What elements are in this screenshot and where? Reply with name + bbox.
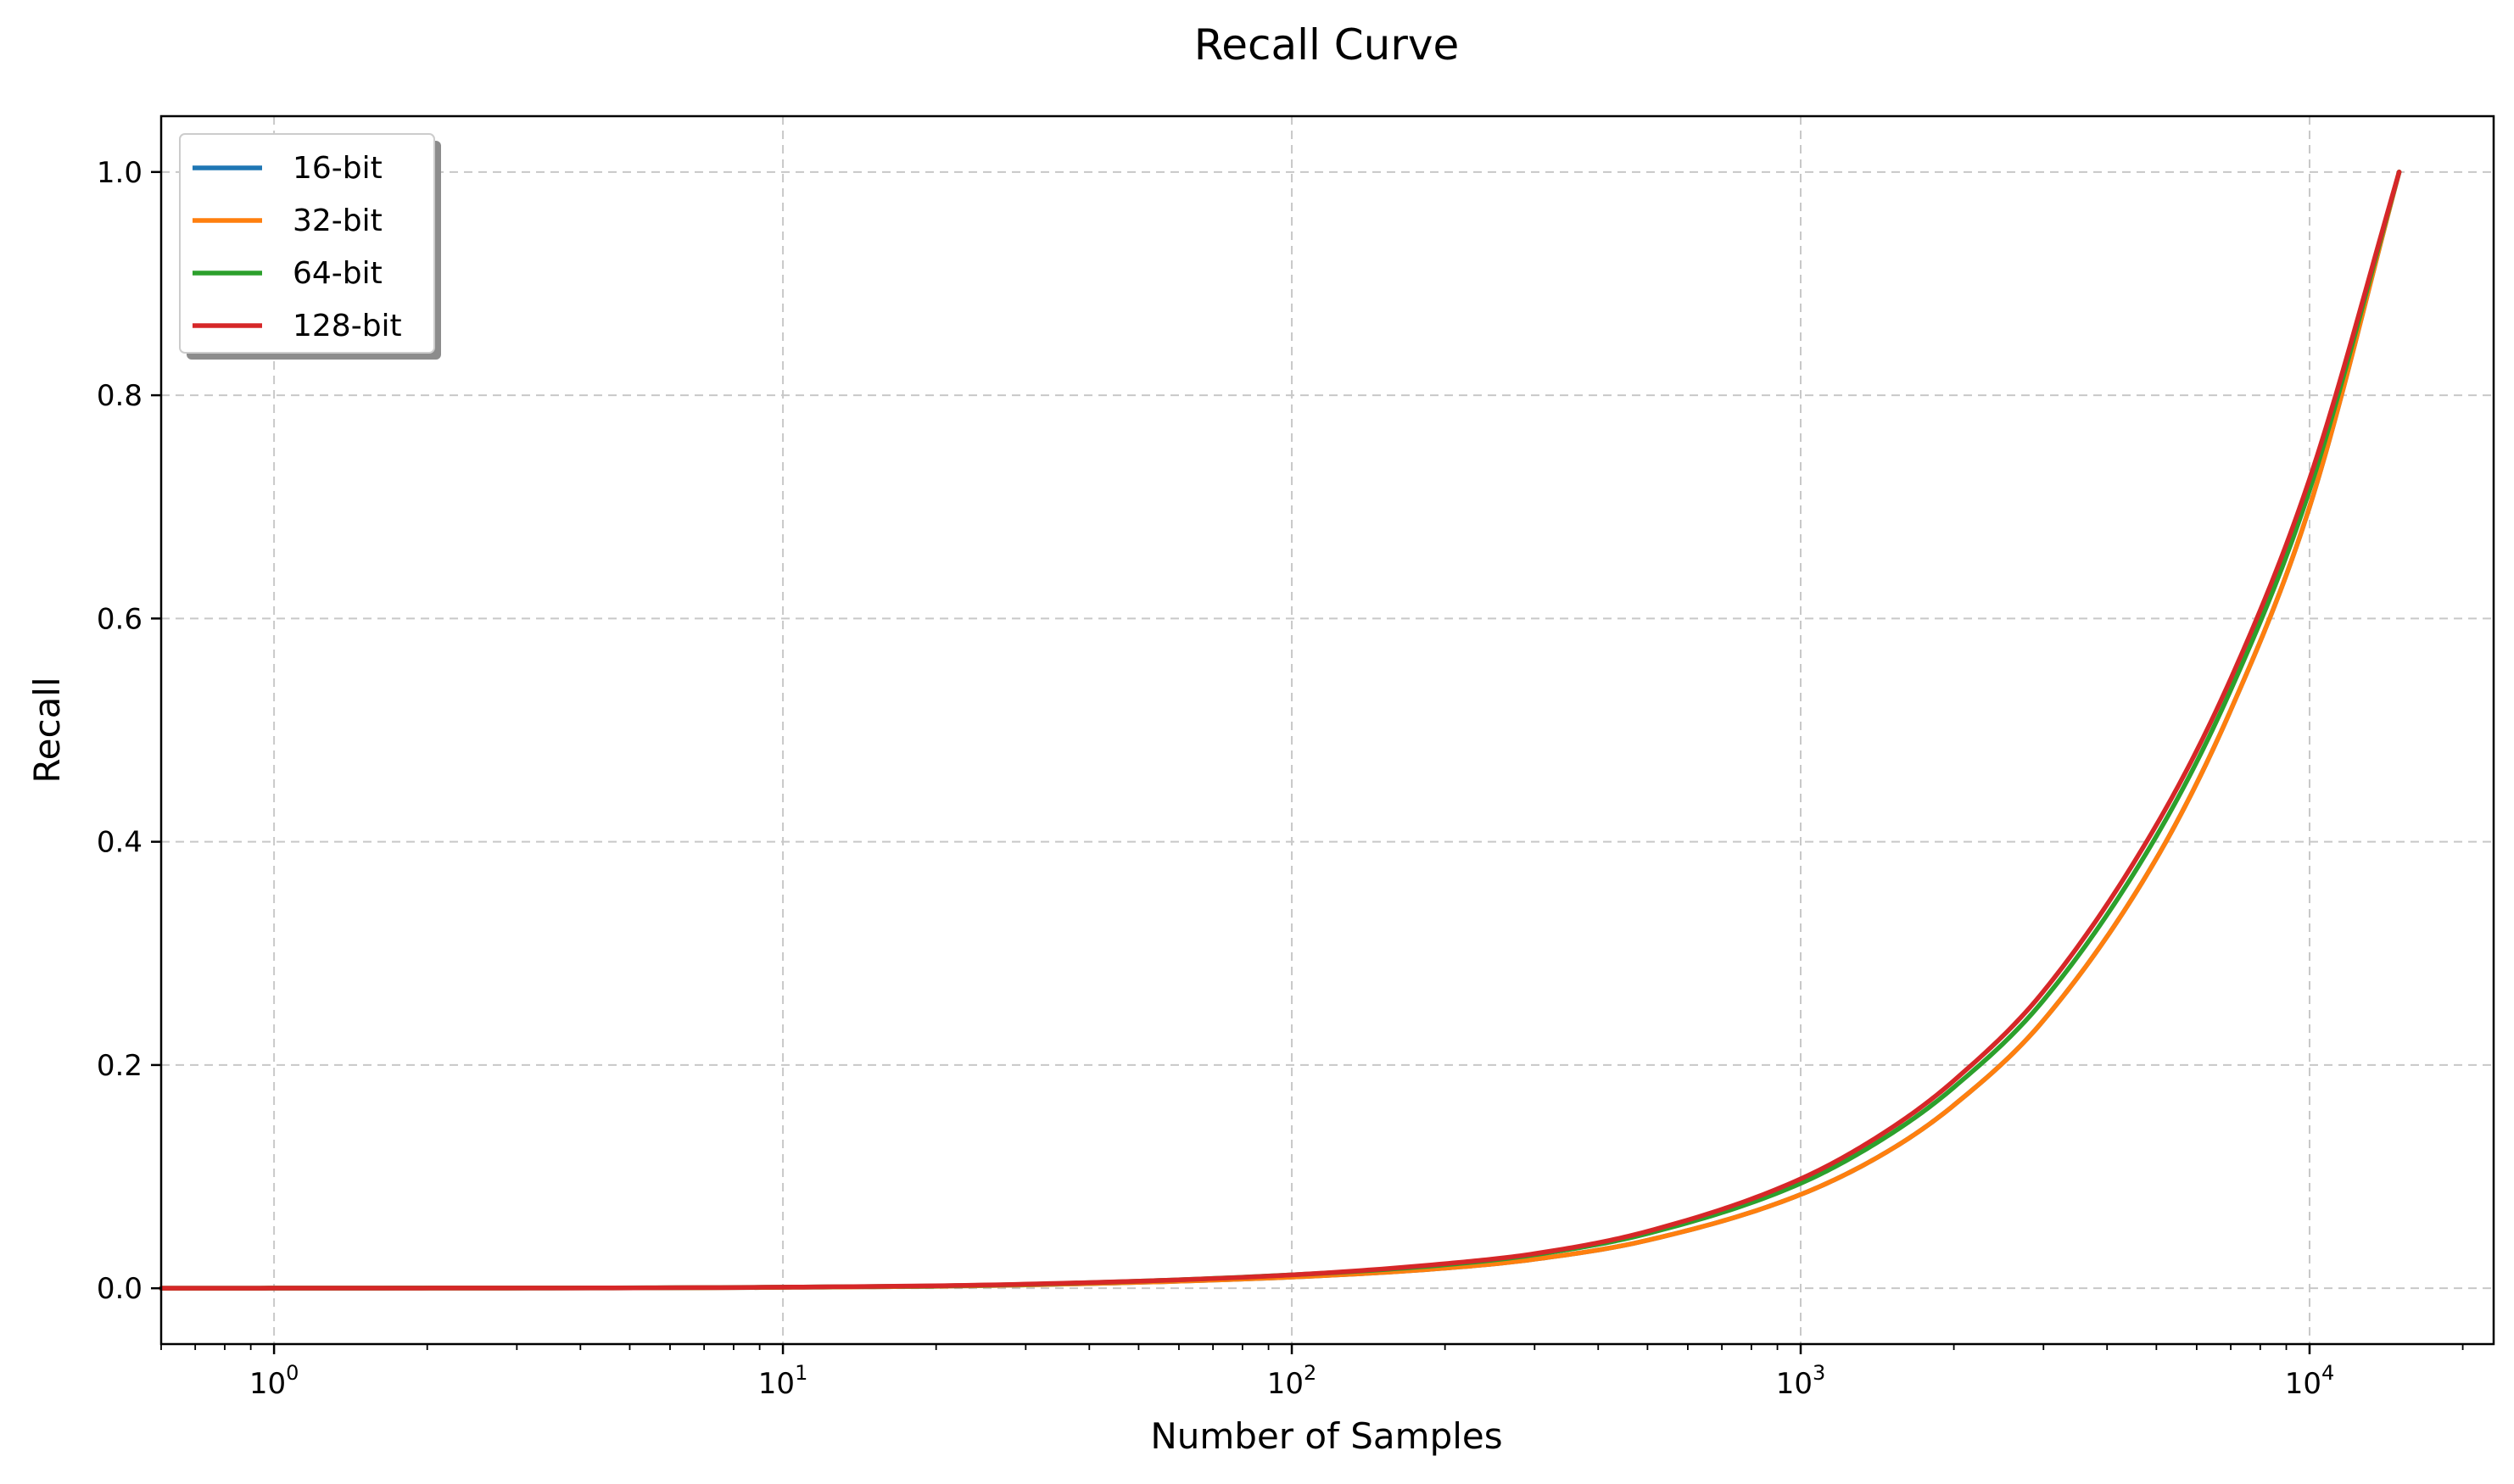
series-line-128-bit bbox=[159, 170, 2402, 1291]
legend-label: 16-bit bbox=[293, 151, 383, 186]
y-tick-label: 0.4 bbox=[97, 826, 142, 860]
x-tick-label: 102 bbox=[1267, 1361, 1317, 1401]
x-tick-label: 104 bbox=[2285, 1361, 2335, 1401]
x-axis-label: Number of Samples bbox=[1150, 1415, 1502, 1457]
legend-label: 64-bit bbox=[293, 256, 383, 291]
plot-frame bbox=[159, 114, 2495, 1346]
chart-title: Recall Curve bbox=[1194, 20, 1460, 70]
y-tick-label: 0.0 bbox=[97, 1272, 142, 1306]
legend: 16-bit 32-bit 64-bit 128-bit bbox=[179, 133, 441, 360]
legend-box bbox=[179, 133, 435, 354]
x-axis-ticks: 100 101 102 103 104 bbox=[160, 1344, 2464, 1401]
legend-label: 128-bit bbox=[293, 309, 402, 343]
y-tick-label: 0.2 bbox=[97, 1049, 142, 1083]
x-tick-label: 103 bbox=[1776, 1361, 1826, 1401]
series-lines bbox=[159, 170, 2402, 1291]
y-axis-label: Recall bbox=[26, 677, 68, 783]
legend-label: 32-bit bbox=[293, 204, 383, 238]
x-tick-label: 101 bbox=[758, 1361, 808, 1401]
y-tick-label: 1.0 bbox=[97, 156, 142, 190]
y-axis-ticks: 0.0 0.2 0.4 0.6 0.8 1.0 bbox=[97, 156, 161, 1306]
x-tick-label: 100 bbox=[249, 1361, 299, 1401]
y-tick-label: 0.6 bbox=[97, 602, 142, 636]
y-tick-label: 0.8 bbox=[97, 379, 142, 413]
